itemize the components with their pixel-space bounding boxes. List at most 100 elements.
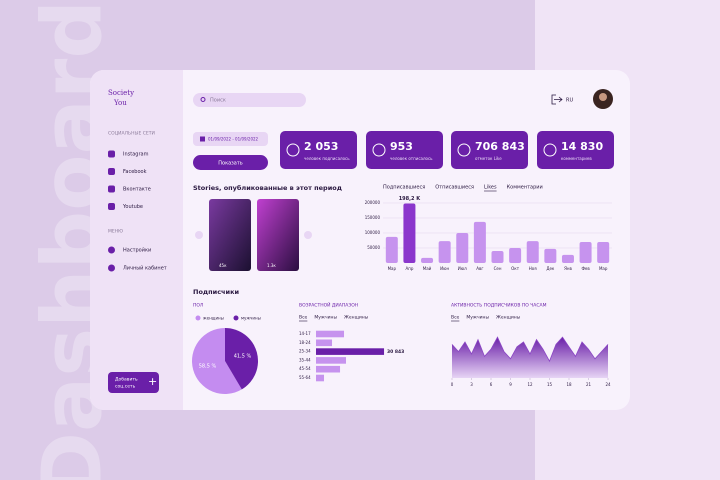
bar (316, 330, 345, 338)
show-button[interactable] (193, 155, 268, 170)
bar (316, 348, 385, 355)
menu-icon (108, 246, 115, 254)
social-icon (108, 168, 115, 175)
social-link[interactable]: Вконтакте (123, 187, 151, 193)
bar (403, 203, 416, 263)
bar (316, 365, 341, 373)
tab[interactable]: Все (451, 315, 460, 321)
bar (579, 242, 592, 263)
menu-link[interactable]: Личный кабинет (123, 265, 167, 272)
legend-swatch (233, 315, 239, 321)
x-tick-label: Сен (494, 266, 502, 271)
logo: You (113, 99, 127, 107)
social-link[interactable]: Youtube (122, 204, 143, 210)
story-views: 1.3к (267, 263, 276, 268)
bar (316, 357, 346, 364)
avatar-face (599, 93, 607, 101)
stat-value: 2 053 (304, 140, 338, 153)
social-link[interactable]: Facebook (123, 169, 147, 175)
y-tick-label: 200000 (365, 200, 381, 205)
area-line (451, 336, 609, 363)
bar (544, 248, 557, 263)
chart-title: ПОЛ (193, 303, 203, 309)
plus-icon: + (148, 375, 157, 388)
date-range: 01/09/2022 - 01/09/2022 (208, 137, 259, 142)
tab[interactable]: Отписавшиеся (435, 185, 474, 191)
date-picker[interactable] (193, 132, 268, 146)
bar (385, 236, 398, 263)
stat-icon (457, 143, 471, 157)
logo: Society (108, 89, 134, 97)
stat-value: 953 (390, 140, 413, 153)
tab[interactable]: Мужчины (466, 315, 489, 321)
tab[interactable]: Женщины (496, 315, 521, 321)
x-tick-label: Мар (388, 266, 397, 271)
x-tick-label: Апр (405, 266, 413, 271)
stat-label: комментариев (561, 156, 592, 161)
prev-arrow[interactable] (195, 231, 203, 239)
slice-label: 41,5 % (234, 354, 252, 360)
stat-label: отметок Like (475, 156, 502, 161)
search-box[interactable] (193, 93, 306, 107)
add-button-label: Добавить (115, 377, 138, 383)
bar (438, 241, 451, 263)
x-tick-label: 15 (547, 382, 553, 387)
chart-title: ВОЗРАСТНОЙ ДИАПАЗОН (299, 302, 358, 309)
story-views: 45к (219, 263, 227, 268)
calendar-icon (200, 136, 205, 142)
stat-card (537, 131, 614, 169)
legend-label: мужчины (241, 316, 261, 321)
y-tick-label: 18-24 (299, 340, 311, 345)
bar (316, 374, 325, 382)
add-button[interactable] (108, 372, 159, 393)
slice-label: 58,5 % (199, 363, 217, 369)
social-link[interactable]: Instagram (123, 152, 149, 158)
bar (473, 221, 486, 263)
bar (316, 339, 333, 347)
bar (526, 241, 539, 263)
stat-card (451, 131, 528, 169)
stat-label: человек отписалось (390, 156, 433, 161)
search-placeholder: Поиск (210, 98, 226, 104)
x-tick-label: 9 (509, 382, 512, 387)
chart-title: АКТИВНОСТЬ ПОДПИСЧИКОВ ПО ЧАСАМ (451, 303, 547, 309)
next-arrow[interactable] (304, 231, 312, 239)
x-tick-label: 3 (470, 382, 473, 387)
sidebar (90, 70, 183, 410)
tab[interactable]: Likes (484, 185, 497, 191)
tab[interactable]: Мужчины (314, 315, 337, 321)
section-title: Stories, опубликованные в этот период (193, 184, 342, 192)
tab[interactable]: Комментарии (507, 185, 543, 191)
stat-label: человек подписалось (304, 156, 350, 161)
tab[interactable]: Подписавшиеся (383, 185, 425, 191)
menu-icon (108, 264, 115, 272)
x-tick-label: 24 (605, 382, 611, 387)
story-image[interactable] (209, 199, 251, 271)
x-tick-label: Июн (440, 266, 449, 271)
tab[interactable]: Все (299, 315, 308, 321)
x-tick-label: 18 (566, 382, 572, 387)
x-tick-label: Ноя (529, 266, 537, 271)
stat-icon (543, 143, 557, 157)
y-tick-label: 45-54 (299, 366, 311, 371)
value-label: 30 843 (387, 349, 404, 355)
stat-card (366, 131, 443, 169)
y-tick-label: 35-44 (299, 357, 311, 362)
language[interactable]: RU (566, 98, 573, 104)
logout-icon[interactable] (551, 94, 563, 105)
search-icon (200, 97, 206, 102)
menu-link[interactable]: Настройки (123, 247, 151, 254)
legend-label: женщины (203, 316, 224, 321)
x-tick-label: Авг (476, 266, 483, 271)
value-label: 198,2 K (399, 196, 422, 202)
section-title: Подписчики (193, 288, 239, 296)
y-tick-label: 25-34 (299, 349, 311, 354)
x-tick-label: Фев (581, 266, 590, 271)
tab[interactable]: Женщины (344, 315, 369, 321)
x-tick-label: 21 (586, 382, 592, 387)
y-tick-label: 55-64 (299, 375, 311, 380)
story-image[interactable] (257, 199, 299, 271)
x-tick-label: 12 (527, 382, 533, 387)
show-button-label: Показать (218, 161, 243, 167)
